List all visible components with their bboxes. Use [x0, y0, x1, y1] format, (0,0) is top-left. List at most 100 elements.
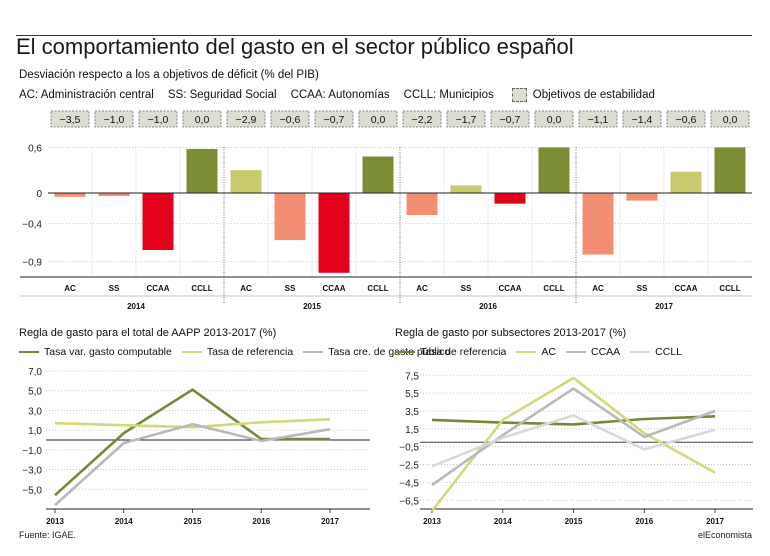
abbreviation-legend: AC: Administración central SS: Seguridad… [19, 88, 669, 102]
target-box [138, 110, 178, 128]
bar-ytick-label: −0,4 [22, 219, 42, 230]
bar [274, 193, 306, 241]
line-x-label: 2015 [565, 517, 583, 526]
deviation-bar-chart: 0,6 0 −0,4 −0,9 −3,5 AC −1,0 SS −1,0 CCAA 0,0 CCLL 2… [20, 110, 752, 311]
bar [98, 193, 130, 197]
bar-category-label: CCAA [146, 284, 169, 293]
left-legend-item-3: Tasa cre. de gasto público [303, 346, 450, 358]
bar-category-label: CCAA [498, 284, 521, 293]
line-x-label: 2013 [423, 517, 441, 526]
target-box [710, 110, 750, 128]
legend-ccaa: CCAA: Autonomías [290, 89, 390, 101]
target-value: 0,0 [547, 114, 562, 126]
right-legend-item-3: CCAA [565, 346, 621, 358]
line-x-label: 2014 [494, 517, 512, 526]
bar-year-label: 2017 [655, 302, 673, 311]
line-ytick-label: 7,5 [405, 371, 419, 382]
line-series [430, 376, 716, 512]
target-box [270, 110, 310, 128]
line-series [54, 388, 330, 497]
source-note: Fuente: IGAE. [19, 530, 77, 540]
target-value: −1,7 [456, 114, 477, 126]
right-legend-swatch-4 [630, 351, 651, 353]
bar-category-label: SS [109, 284, 120, 293]
left-legend-item-2: Tasa de referencia [181, 346, 294, 358]
line-x-label: 2015 [184, 517, 202, 526]
left-legend-swatch-1 [19, 351, 39, 353]
line-series [431, 415, 716, 426]
subsector-line-chart: 7,5 5,5 3,5 1,5 −0,5 −2,5 −4,5 −6,5 2013 2014 2015… [399, 371, 753, 526]
bar-category-label: CCLL [367, 284, 388, 293]
line-ytick-label: 1,0 [28, 426, 42, 437]
target-value: −0,7 [324, 114, 345, 126]
bar [230, 170, 262, 193]
target-box [402, 110, 442, 128]
bar-ytick-label: −0,9 [22, 257, 42, 268]
line-x-label: 2016 [252, 517, 270, 526]
right-legend-item-4: CCLL [630, 346, 682, 358]
line-x-label: 2017 [321, 517, 339, 526]
bar [142, 193, 174, 250]
right-legend-label-4: CCLL [655, 346, 683, 358]
bar [318, 193, 350, 273]
line-x-label: 2013 [46, 517, 64, 526]
target-box [314, 110, 354, 128]
right-panel-title: Regla de gasto por subsectores 2013-2017… [395, 327, 627, 339]
bar-year-label: 2015 [303, 302, 321, 311]
bar [450, 185, 482, 193]
legend-target: Objetivos de estabilidad [532, 89, 655, 101]
brand-label: elEconomista [697, 530, 752, 540]
target-box [182, 110, 222, 128]
target-box [94, 110, 134, 128]
right-legend-label-1: Tasa de referencia [420, 346, 507, 358]
left-legend-swatch-3 [303, 351, 324, 353]
title-rule [16, 35, 752, 36]
line-ytick-label: −5,0 [22, 485, 42, 496]
line-ytick-label: −2,5 [399, 461, 419, 472]
right-legend-item-1: Tasa de referencia [395, 346, 506, 358]
line-ytick-label: 5,5 [405, 389, 419, 400]
target-swatch [511, 88, 527, 102]
target-value: −0,7 [500, 114, 521, 126]
right-legend-swatch-1 [395, 351, 415, 353]
line-ytick-label: −3,0 [22, 466, 42, 477]
bar-category-label: CCAA [322, 284, 345, 293]
line-ytick-label: 5,0 [28, 387, 42, 398]
target-box [226, 110, 266, 128]
legend-ccll: CCLL: Municipios [403, 89, 494, 101]
right-legend-label-3: CCAA [590, 346, 621, 358]
left-legend-label-1: Tasa var. gasto computable [44, 346, 172, 358]
left-legend-label-3: Tasa cre. de gasto público [328, 346, 451, 358]
target-value: −1,1 [588, 114, 609, 126]
left-legend-label-2: Tasa de referencia [206, 346, 294, 358]
target-value: −1,0 [148, 114, 169, 126]
bar [406, 193, 438, 216]
line-ytick-label: 1,5 [405, 425, 419, 436]
bar-year-label: 2014 [127, 302, 145, 311]
target-value: −3,5 [60, 114, 81, 126]
bar-year-label: 2016 [479, 302, 497, 311]
bar [362, 156, 394, 193]
bar [186, 148, 218, 193]
bar-category-label: AC [416, 284, 428, 293]
target-value: −1,0 [104, 114, 125, 126]
bar [714, 147, 746, 193]
right-legend-swatch-3 [565, 351, 586, 353]
page-title: El comportamiento del gasto en el sector… [16, 34, 574, 59]
line-series [431, 387, 716, 487]
bar [582, 193, 614, 255]
right-legend-label-2: AC [541, 346, 556, 358]
bar [494, 193, 526, 204]
bar-category-label: AC [592, 284, 604, 293]
right-legend-item-2: AC [516, 346, 556, 358]
bar-ytick-label: 0,6 [28, 143, 42, 154]
target-value: −2,2 [412, 114, 433, 126]
line-ytick-label: −6,5 [399, 496, 419, 507]
bar-category-label: CCLL [543, 284, 564, 293]
line-ytick-label: 3,0 [28, 406, 42, 417]
bar-category-label: SS [285, 284, 296, 293]
target-box [578, 110, 618, 128]
bar-category-label: CCLL [191, 284, 212, 293]
target-box [622, 110, 662, 128]
bar [670, 171, 702, 193]
